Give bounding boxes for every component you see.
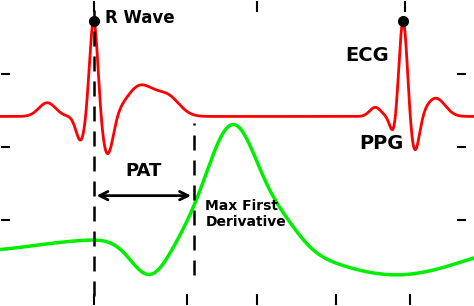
Text: R Wave: R Wave bbox=[105, 9, 175, 27]
Text: PAT: PAT bbox=[126, 162, 162, 181]
Text: Max First
Derivative: Max First Derivative bbox=[205, 199, 286, 229]
Text: PPG: PPG bbox=[359, 134, 403, 153]
Text: ECG: ECG bbox=[345, 46, 389, 65]
